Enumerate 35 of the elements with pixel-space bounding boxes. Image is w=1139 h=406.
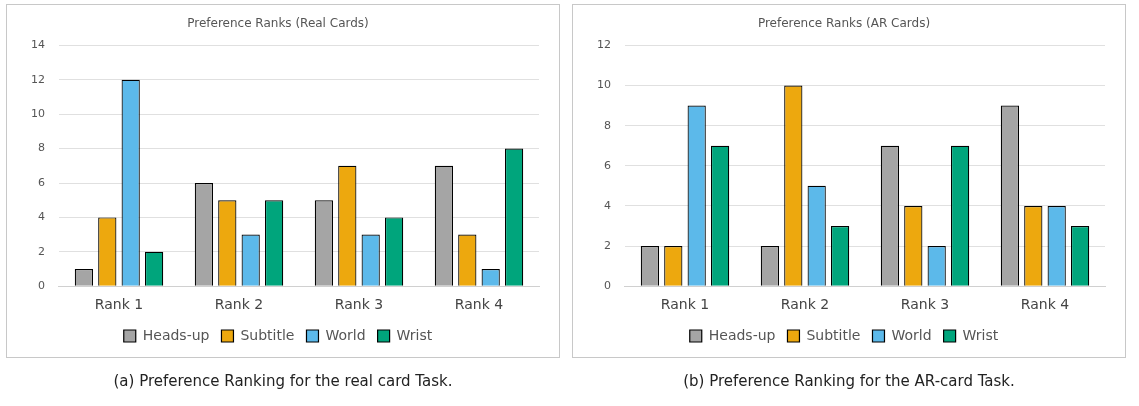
x-tick-label: Rank 4 [1020,296,1070,313]
x-tick-label: Rank 2 [780,296,830,313]
y-tick-label: 4 [604,198,611,212]
y-tick-label: 0 [604,279,611,293]
x-tick-label: Rank 2 [214,296,264,313]
y-tick-label: 10 [597,78,611,92]
y-tick-label: 4 [38,210,45,224]
x-tick-label: Rank 4 [454,296,504,313]
y-tick-label: 2 [604,238,611,252]
legend-label: World [325,326,366,343]
x-tick-label: Rank 1 [660,296,710,313]
y-tick-label: 6 [38,175,45,189]
x-tick-label: Rank 3 [900,296,950,313]
y-tick-label: 6 [604,158,611,172]
y-tick-label: 0 [38,279,45,293]
legend-label: Subtitle [806,326,861,343]
legend-label: Wrist [962,326,999,343]
y-tick-label: 10 [31,107,45,121]
text: (a) Preference Ranking for the real card Task. [112,372,454,390]
legend-label: Heads-up [142,326,210,343]
y-tick-label: 14 [31,38,45,52]
y-tick-label: 8 [38,141,45,155]
chart-title: Preference Ranks (AR Cards) [757,16,931,31]
y-tick-label: 2 [38,244,45,258]
x-tick-label: Rank 1 [94,296,144,313]
legend-label: World [891,326,932,343]
chart-title: Preference Ranks (Real Cards) [187,16,369,31]
x-tick-label: Rank 3 [334,296,384,313]
legend-label: Subtitle [240,326,295,343]
y-tick-label: 12 [597,38,611,52]
legend-label: Heads-up [708,326,776,343]
y-tick-label: 12 [31,72,45,86]
text: (b) Preference Ranking for the AR-card Task. [682,372,1016,390]
y-tick-label: 8 [604,118,611,132]
legend-label: Wrist [396,326,433,343]
